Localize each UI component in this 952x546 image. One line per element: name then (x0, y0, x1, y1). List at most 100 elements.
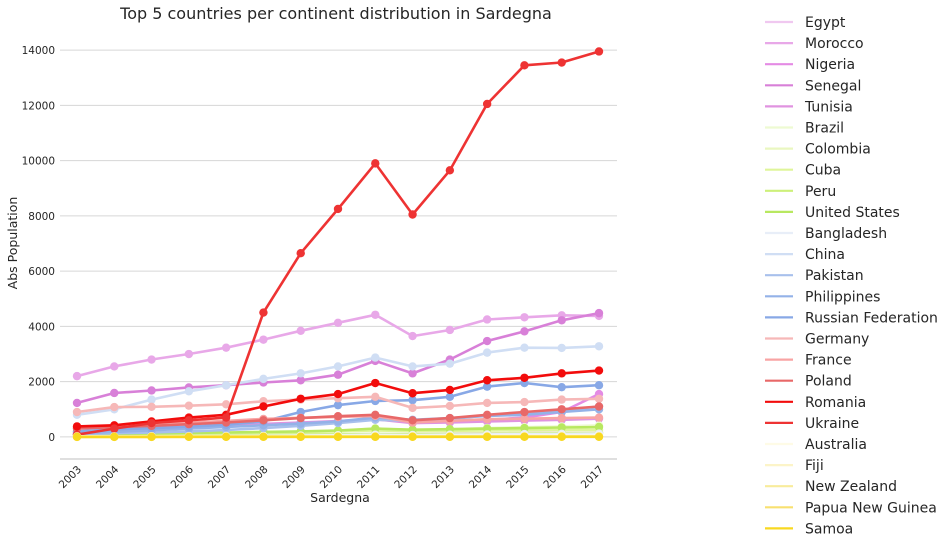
y-tick-label: 6000 (28, 266, 55, 278)
x-tick-label: 2012 (392, 464, 419, 491)
data-point (72, 398, 82, 408)
x-tick-label: 2015 (504, 464, 531, 491)
legend-item: Tunisia (765, 99, 853, 115)
data-point (557, 382, 566, 392)
data-point (445, 401, 455, 411)
data-point (408, 403, 417, 413)
legend-label: Fiji (805, 458, 824, 474)
data-point (445, 413, 455, 423)
data-point (482, 315, 492, 324)
data-point (147, 395, 156, 404)
legend-label: Ukraine (805, 416, 859, 432)
data-point (371, 353, 380, 362)
legend-item: Poland (765, 374, 852, 390)
data-point (408, 331, 417, 341)
data-point (482, 336, 492, 346)
x-tick-label: 2011 (355, 464, 382, 491)
y-tick-label: 8000 (28, 211, 55, 223)
data-point (557, 316, 566, 325)
y-tick-label: 12000 (22, 100, 55, 112)
x-tick-label: 2014 (467, 463, 495, 491)
data-point (594, 432, 604, 441)
x-tick-label: 2017 (579, 464, 606, 491)
legend-label: Colombia (805, 142, 871, 158)
data-point (445, 385, 455, 395)
data-point (296, 376, 305, 385)
legend-label: Poland (805, 374, 852, 390)
x-tick-label: 2010 (318, 464, 345, 491)
data-point (594, 308, 604, 318)
data-point (557, 369, 566, 378)
legend-label: Cuba (805, 163, 841, 179)
legend-item: Brazil (765, 121, 844, 137)
data-point (72, 422, 82, 431)
data-point (259, 308, 268, 317)
data-point (408, 362, 417, 371)
data-point (445, 392, 455, 402)
data-point (184, 387, 194, 396)
data-point (110, 432, 119, 442)
legend-item: Nigeria (765, 57, 855, 73)
data-point (259, 416, 268, 425)
data-point (482, 99, 492, 109)
data-point (408, 395, 417, 405)
x-tick-label: 2003 (57, 464, 84, 491)
data-point (72, 407, 82, 417)
legend-item: Samoa (765, 521, 853, 537)
legend-label: Germany (805, 332, 869, 348)
data-point (221, 400, 231, 409)
legend-label: Philippines (805, 289, 880, 305)
data-point (557, 432, 566, 441)
data-point (296, 394, 305, 403)
series-samoa (72, 432, 604, 442)
data-point (147, 432, 156, 442)
data-point (408, 369, 417, 378)
data-point (221, 381, 231, 390)
x-tick-label: 2005 (131, 464, 158, 491)
data-point (147, 418, 156, 428)
data-point (482, 398, 492, 408)
x-tick-label: 2009 (280, 464, 307, 491)
legend-label: United States (805, 205, 900, 221)
legend-label: Australia (805, 437, 867, 453)
legend-label: Samoa (805, 521, 853, 537)
data-point (557, 58, 566, 67)
data-point (520, 397, 529, 407)
data-point (371, 310, 380, 319)
data-point (520, 407, 529, 417)
data-point (371, 159, 380, 168)
legend-label: France (805, 353, 852, 369)
data-point (147, 386, 156, 395)
legend-label: Tunisia (804, 99, 853, 115)
data-point (333, 432, 343, 442)
data-point (147, 402, 156, 411)
legend-item: France (765, 353, 852, 369)
data-point (333, 362, 343, 371)
legend-item: Peru (765, 184, 836, 200)
data-point (520, 423, 529, 433)
data-point (594, 402, 604, 411)
data-point (259, 402, 268, 411)
data-point (296, 248, 305, 258)
y-tick-label: 0 (48, 432, 55, 444)
data-point (594, 342, 604, 351)
legend-item: Philippines (765, 289, 880, 305)
legend-label: China (805, 247, 845, 263)
data-point (594, 366, 604, 375)
data-point (110, 402, 119, 412)
data-point (333, 318, 343, 327)
legend-label: Peru (805, 184, 836, 200)
legend: Egypt Morocco Nigeria Senegal Tunisia Brazil C… (765, 15, 938, 537)
data-point (333, 400, 343, 410)
data-point (147, 355, 156, 364)
x-tick-label: 2006 (169, 463, 197, 491)
legend-label: Pakistan (805, 268, 864, 284)
data-point (333, 411, 343, 421)
data-point (110, 424, 119, 433)
legend-label: Bangladesh (805, 226, 887, 242)
data-point (520, 373, 529, 382)
data-point (520, 432, 529, 441)
data-point (445, 359, 455, 368)
legend-item: Germany (765, 332, 869, 348)
